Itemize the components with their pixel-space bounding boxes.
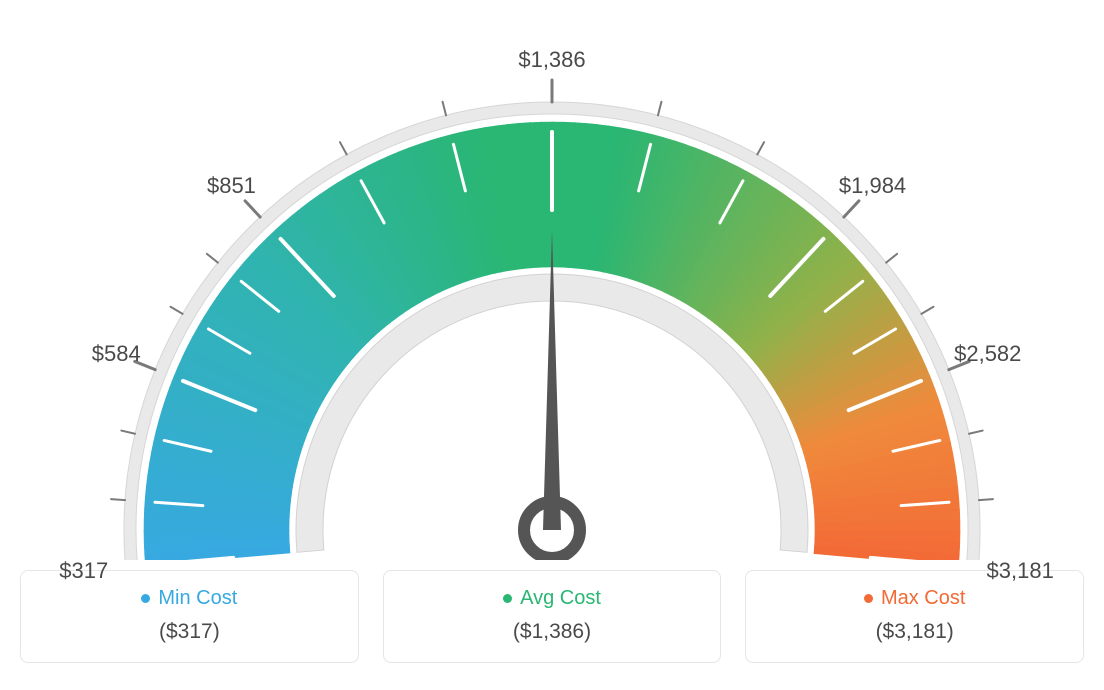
legend-label-min: Min Cost [158, 587, 237, 610]
gauge-scale-label: $1,386 [518, 47, 585, 73]
gauge-scale-label: $2,582 [954, 341, 1021, 367]
legend-label-avg: Avg Cost [520, 587, 601, 610]
gauge-scale-label: $584 [92, 341, 141, 367]
legend-card-avg: Avg Cost ($1,386) [383, 570, 722, 663]
gauge-scale-label: $851 [207, 173, 256, 199]
cost-gauge-chart: $317$584$851$1,386$1,984$2,582$3,181 [20, 20, 1084, 560]
gauge-scale-label: $3,181 [987, 558, 1054, 584]
legend-dot-avg [503, 594, 512, 603]
legend-value-min: ($317) [31, 620, 348, 644]
legend-dot-min [141, 594, 150, 603]
legend-value-max: ($3,181) [756, 620, 1073, 644]
legend-row: Min Cost ($317) Avg Cost ($1,386) Max Co… [20, 570, 1084, 663]
gauge-scale-label: $1,984 [839, 173, 906, 199]
gauge-svg [20, 20, 1084, 560]
legend-value-avg: ($1,386) [394, 620, 711, 644]
legend-dot-max [864, 594, 873, 603]
legend-label-max: Max Cost [881, 587, 965, 610]
gauge-scale-label: $317 [59, 558, 108, 584]
